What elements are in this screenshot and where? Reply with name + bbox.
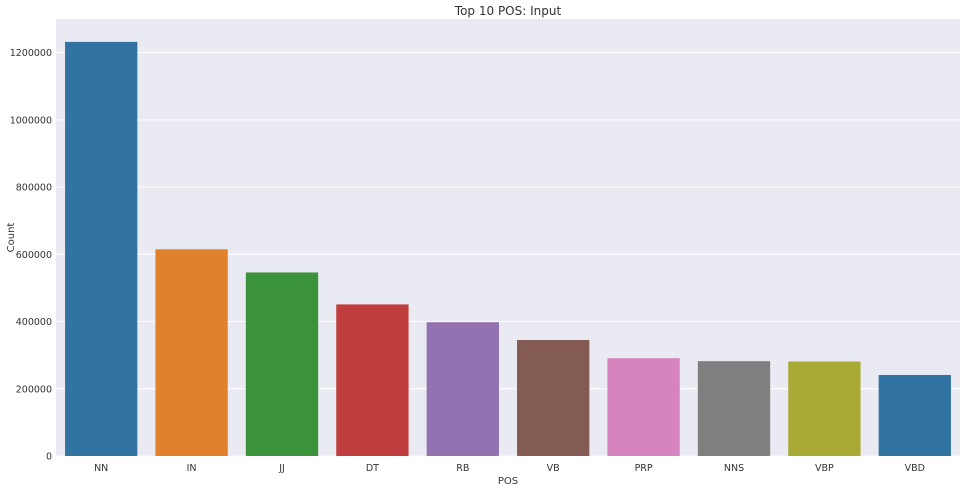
y-tick-label: 1000000	[10, 115, 52, 126]
y-tick-label: 0	[46, 452, 52, 463]
chart-title: Top 10 POS: Input	[454, 4, 562, 18]
bar-nns	[697, 361, 771, 456]
x-tick-label: NN	[94, 463, 108, 474]
bar-vb	[517, 340, 590, 456]
bar-jj	[245, 272, 319, 456]
y-axis-label: Count	[6, 223, 17, 253]
x-tick-label: RB	[456, 463, 469, 474]
x-tick-label: VBP	[815, 463, 834, 474]
bars	[65, 41, 951, 457]
x-tick-label: NNS	[724, 463, 744, 474]
bar-dt	[336, 304, 409, 456]
bar-rb	[426, 322, 499, 456]
x-tick-label: IN	[187, 463, 197, 474]
x-tick-label: VBD	[905, 463, 925, 474]
x-tick-label: DT	[366, 463, 379, 474]
bar-vbp	[788, 361, 861, 456]
y-tick-label: 200000	[16, 384, 52, 395]
x-axis-label: POS	[498, 476, 518, 487]
bar-in	[155, 249, 228, 456]
x-tick-label: PRP	[635, 463, 653, 474]
x-tick-label: VB	[547, 463, 560, 474]
y-tick-label: 400000	[16, 317, 52, 328]
bar-vbd	[878, 374, 951, 456]
bar-prp	[607, 358, 680, 456]
x-tick-label: JJ	[278, 463, 285, 474]
bar-nn	[65, 41, 138, 457]
x-axis-ticks: NN IN JJ DT RB VB PRP NNS VBP VBD	[94, 463, 925, 474]
y-tick-label: 600000	[16, 250, 52, 261]
y-tick-label: 800000	[16, 183, 52, 194]
y-axis-ticks: 0 200000 400000 600000 800000 1000000 1200000	[10, 48, 52, 462]
y-tick-label: 1200000	[10, 48, 52, 59]
